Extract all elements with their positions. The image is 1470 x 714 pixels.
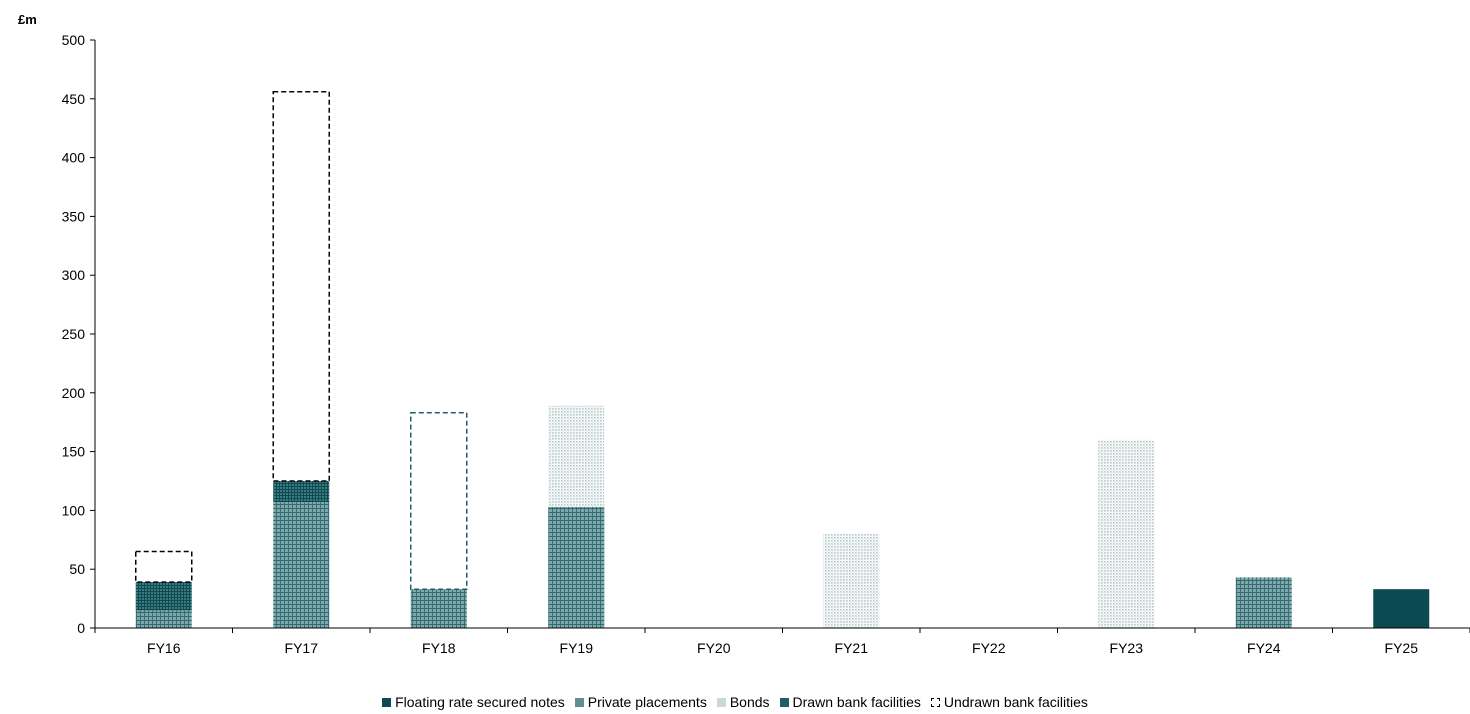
- bar-bonds-fy19: [548, 405, 605, 507]
- legend-label: Undrawn bank facilities: [943, 694, 1088, 710]
- x-tick-label: FY18: [422, 640, 456, 656]
- bar-drawn-bank-facilities-fy17: [273, 481, 330, 503]
- legend-item: Bonds: [716, 694, 770, 710]
- y-tick-label: 150: [62, 444, 86, 460]
- y-tick-label: 300: [62, 267, 86, 283]
- legend-label: Bonds: [729, 694, 770, 710]
- legend-item: Private placements: [574, 694, 707, 710]
- legend-item: Drawn bank facilities: [779, 694, 921, 710]
- bar-private-placements-fy17: [273, 502, 330, 628]
- bar-private-placements-fy19: [548, 506, 605, 628]
- bar-private-placements-fy16: [135, 610, 192, 628]
- x-tick-label: FY25: [1385, 640, 1419, 656]
- legend-label: Drawn bank facilities: [792, 694, 921, 710]
- x-tick-label: FY22: [972, 640, 1006, 656]
- legend-item: Undrawn bank facilities: [930, 694, 1088, 710]
- y-tick-label: 200: [62, 385, 86, 401]
- bar-bonds-fy21: [823, 533, 880, 628]
- bar-groups: [135, 90, 1430, 628]
- x-axis-ticks: FY16 FY17 FY18 FY19 FY20 FY21 FY22 FY23 FY24 FY25: [94, 628, 1470, 656]
- y-tick-label: 0: [77, 620, 85, 636]
- y-tick-label: 400: [62, 150, 86, 166]
- legend-label: Floating rate secured notes: [395, 694, 565, 710]
- x-tick-label: FY16: [147, 640, 181, 656]
- legend-label: Private placements: [587, 694, 707, 710]
- legend-swatch: [716, 697, 726, 707]
- y-tick-label: 100: [62, 502, 86, 518]
- legend-swatch: [930, 697, 940, 707]
- bar-private-placements-fy24: [1235, 577, 1292, 628]
- y-axis-ticks: 0 50 100 150 200 250 300 350 400 450 500: [62, 32, 95, 636]
- y-tick-label: 50: [69, 561, 85, 577]
- legend: Floating rate secured notes Private place…: [0, 694, 1470, 710]
- y-tick-label: 350: [62, 208, 86, 224]
- bar-bonds-fy23: [1098, 439, 1155, 628]
- bar-drawn-bank-facilities-fy16: [135, 582, 192, 611]
- x-tick-label: FY24: [1247, 640, 1281, 656]
- x-tick-label: FY23: [1110, 640, 1144, 656]
- x-tick-label: FY17: [285, 640, 319, 656]
- legend-swatch: [779, 697, 789, 707]
- x-tick-label: FY21: [835, 640, 869, 656]
- bar-undrawn-bank-facilities-fy18: [410, 412, 468, 590]
- y-unit-label: £m: [18, 12, 37, 27]
- bar-undrawn-bank-facilities-fy17: [272, 90, 330, 482]
- y-tick-label: 500: [62, 32, 86, 48]
- bar-undrawn-bank-facilities-fy16: [135, 550, 193, 583]
- legend-item: Floating rate secured notes: [382, 694, 565, 710]
- bar-private-placements-fy18: [410, 589, 467, 628]
- y-tick-label: 450: [62, 91, 86, 107]
- bar-floating-rate-secured-notes-fy25: [1373, 589, 1430, 628]
- legend-swatch: [382, 697, 392, 707]
- legend-swatch: [574, 697, 584, 707]
- y-tick-label: 250: [62, 326, 86, 342]
- x-tick-label: FY19: [560, 640, 594, 656]
- x-tick-label: FY20: [697, 640, 731, 656]
